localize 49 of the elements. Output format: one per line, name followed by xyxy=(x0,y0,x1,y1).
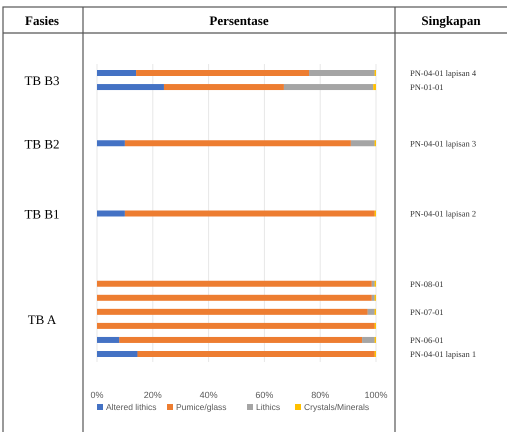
y-axis-title: Fasies xyxy=(25,13,59,28)
x-tick-label: 20% xyxy=(144,390,162,400)
bar xyxy=(97,84,164,90)
bar xyxy=(372,280,375,287)
y-tick-label: PN-08-01 xyxy=(410,278,444,289)
bar xyxy=(119,336,362,343)
bar xyxy=(124,140,351,146)
text: TB B2 xyxy=(24,136,60,152)
text: TB A xyxy=(28,312,57,327)
bar xyxy=(97,294,372,301)
bar xyxy=(373,84,376,90)
x-tick-label: 0% xyxy=(90,390,104,400)
legend-label: Lithics xyxy=(256,402,280,412)
bar xyxy=(97,210,125,216)
x-tick-label: 80% xyxy=(311,390,330,400)
bar xyxy=(164,84,284,90)
bar xyxy=(97,140,125,146)
bar xyxy=(97,336,120,343)
bar xyxy=(136,70,310,76)
y-tick-label: PN-07-01 xyxy=(410,306,444,317)
legend-label: Pumice/glass xyxy=(176,402,227,412)
y-tick-label: PN-04-01 lapisan 2 xyxy=(410,208,476,218)
bar xyxy=(368,308,375,315)
legend-label: Altered lithics xyxy=(106,402,157,412)
text: TB B1 xyxy=(24,206,60,222)
y-tick-label: PN-04-01 lapisan 1 xyxy=(410,349,476,359)
bar xyxy=(97,280,372,287)
bar xyxy=(124,210,375,216)
bar xyxy=(372,294,375,301)
bar xyxy=(350,140,375,146)
x-tick-label: 40% xyxy=(200,390,218,400)
bar xyxy=(97,308,368,315)
bar xyxy=(97,70,136,76)
bar xyxy=(284,84,374,90)
x-tick-label: 100% xyxy=(364,390,388,400)
text: TB B3 xyxy=(24,73,60,88)
y-tick-label: PN-06-01 xyxy=(410,334,444,345)
chart-title: Persentase xyxy=(209,13,269,28)
y-tick-label: PN-01-01 xyxy=(410,82,444,92)
bar xyxy=(362,336,375,343)
y-tick-label: PN-04-01 lapisan 4 xyxy=(410,68,477,78)
bar xyxy=(97,322,375,329)
bar xyxy=(309,70,375,76)
y2-axis-title: Singkapan xyxy=(421,13,482,28)
bar xyxy=(137,351,375,357)
legend-label: Crystals/Minerals xyxy=(304,402,370,412)
bar xyxy=(97,351,138,357)
x-tick-label: 60% xyxy=(255,390,274,400)
y-tick-label: PN-04-01 lapisan 3 xyxy=(410,138,476,148)
